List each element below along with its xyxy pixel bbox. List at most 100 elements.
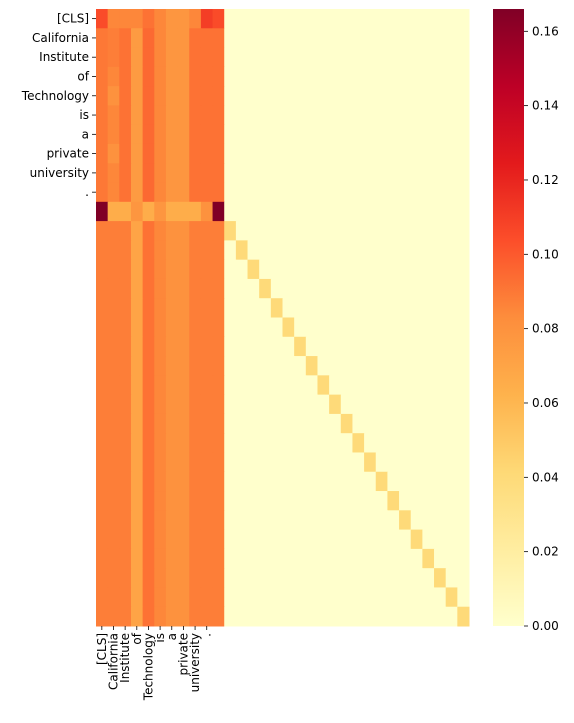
heatmap-cell (259, 201, 272, 222)
heatmap-cell (119, 240, 132, 261)
heatmap-cell (410, 66, 423, 87)
heatmap-cell (457, 298, 470, 318)
heatmap-cell (329, 201, 342, 222)
heatmap-cell (119, 143, 132, 164)
heatmap-cell (422, 587, 435, 608)
heatmap-cell (399, 394, 412, 415)
colorbar-tick-label: 0.06 (532, 396, 559, 410)
heatmap-cell (387, 375, 400, 396)
heatmap-cell (165, 28, 179, 49)
heatmap-cell (200, 529, 214, 550)
heatmap-cell (422, 163, 435, 184)
heatmap-cell (410, 529, 423, 550)
heatmap-cell (422, 105, 435, 126)
heatmap-cell (317, 240, 330, 261)
heatmap-cell (165, 124, 179, 145)
heatmap-cell (96, 491, 109, 511)
heatmap-cell (259, 375, 272, 396)
heatmap-cell (434, 413, 447, 434)
heatmap-cell (154, 298, 167, 318)
heatmap-cell (96, 105, 109, 126)
heatmap-cell (119, 86, 132, 106)
heatmap-cell (154, 9, 167, 29)
heatmap-cell (317, 510, 330, 531)
heatmap-cell (154, 28, 167, 49)
heatmap-cell (305, 259, 318, 280)
heatmap-cell (154, 394, 167, 415)
heatmap-cell (212, 182, 225, 203)
heatmap-cell (165, 278, 179, 299)
heatmap-cell (282, 471, 295, 492)
heatmap-cell (305, 9, 318, 29)
heatmap-cell (457, 182, 470, 203)
heatmap-cell (142, 529, 155, 550)
heatmap-cell (247, 491, 260, 511)
heatmap-cell (96, 143, 109, 164)
colorbar-tick-label: 0.16 (532, 24, 559, 38)
heatmap-cell (317, 491, 330, 511)
heatmap-cell (165, 471, 179, 492)
heatmap-cell (119, 394, 132, 415)
heatmap-cell (235, 606, 249, 627)
heatmap-cell (410, 201, 423, 222)
heatmap-cell (422, 317, 435, 338)
heatmap-cell (270, 375, 283, 396)
heatmap-cell (154, 317, 167, 338)
heatmap-cell (434, 375, 447, 396)
heatmap-cell (119, 375, 132, 396)
heatmap-cell (364, 221, 377, 241)
heatmap-cell (212, 356, 225, 376)
heatmap-cell (235, 433, 249, 453)
heatmap-cell (165, 356, 179, 376)
heatmap-cell (130, 568, 144, 588)
heatmap-cell (340, 510, 353, 531)
heatmap-cell (142, 491, 155, 511)
heatmap-cell (445, 356, 458, 376)
heatmap-cell (247, 452, 260, 473)
heatmap-cell (189, 606, 202, 627)
heatmap-cell (340, 606, 353, 627)
heatmap-cell (247, 413, 260, 434)
heatmap-cell (422, 278, 435, 299)
heatmap-cell (387, 298, 400, 318)
heatmap-cell (399, 47, 412, 68)
heatmap-cell (375, 433, 388, 453)
heatmap-cell (294, 182, 307, 203)
heatmap-cell (96, 529, 109, 550)
heatmap-cell (96, 163, 109, 184)
heatmap-cell (457, 529, 470, 550)
heatmap-cell (189, 201, 202, 222)
heatmap-cell (387, 317, 400, 338)
x-tick-label: Technology (141, 633, 155, 701)
heatmap-cell (305, 375, 318, 396)
heatmap-cell (154, 433, 167, 453)
heatmap-cell (107, 201, 120, 222)
heatmap-cell (107, 259, 120, 280)
heatmap-cell (247, 47, 260, 68)
heatmap-cell (317, 452, 330, 473)
heatmap-cell (352, 221, 365, 241)
heatmap-cell (165, 529, 179, 550)
heatmap-cell (364, 413, 377, 434)
heatmap-cell (434, 28, 447, 49)
heatmap-cell (294, 143, 307, 164)
heatmap-cell (270, 143, 283, 164)
heatmap-cell (177, 221, 190, 241)
heatmap-cell (189, 356, 202, 376)
heatmap-cell (422, 201, 435, 222)
y-tick-label: Technology (21, 89, 89, 103)
heatmap-cell (96, 452, 109, 473)
heatmap-cell (270, 336, 283, 357)
heatmap-cell (399, 163, 412, 184)
heatmap-cell (457, 548, 470, 569)
heatmap-cell (445, 259, 458, 280)
heatmap-cell (142, 221, 155, 241)
heatmap-cell (399, 105, 412, 126)
heatmap-cell (130, 587, 144, 608)
heatmap-cell (177, 606, 190, 627)
heatmap-cell (317, 298, 330, 318)
heatmap-cell (375, 298, 388, 318)
heatmap-cell (119, 529, 132, 550)
heatmap-cell (305, 394, 318, 415)
heatmap-cell (270, 298, 283, 318)
